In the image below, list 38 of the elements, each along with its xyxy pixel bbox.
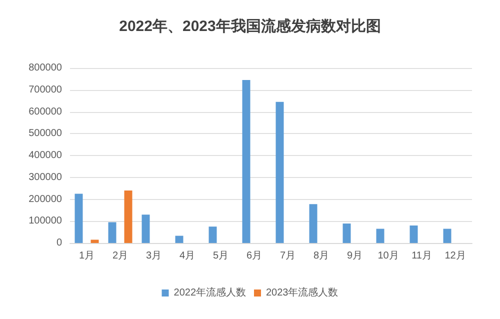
bar <box>342 224 351 243</box>
bar <box>410 226 418 243</box>
x-tick-label: 9月 <box>346 250 363 262</box>
bar <box>242 80 250 243</box>
bar <box>175 236 184 243</box>
y-tick-label: 400000 <box>28 150 62 161</box>
x-tick-label: 3月 <box>146 250 162 262</box>
y-tick-label: 300000 <box>28 172 62 183</box>
x-tick-label: 1月 <box>78 250 95 262</box>
bar <box>74 194 83 243</box>
y-tick-label: 800000 <box>28 62 62 74</box>
y-tick-label: 600000 <box>28 106 62 118</box>
x-tick-label: 10月 <box>378 250 399 262</box>
x-tick-label: 7月 <box>280 250 296 262</box>
x-tick-label: 2月 <box>112 250 128 262</box>
legend-label: 2023年流感人数 <box>266 286 338 298</box>
y-tick-label: 700000 <box>28 84 62 96</box>
x-tick-label: 6月 <box>246 250 262 262</box>
bar <box>90 240 99 243</box>
chart-title: 2022年、2023年我国流感发病数对比图 <box>119 17 381 35</box>
y-tick-label: 500000 <box>28 128 62 140</box>
y-tick-label: 200000 <box>28 194 62 205</box>
x-tick-label: 5月 <box>212 250 229 262</box>
x-tick-label: 8月 <box>313 250 330 262</box>
bar <box>376 228 384 243</box>
x-tick-label: 11月 <box>412 250 432 262</box>
bar <box>108 222 116 243</box>
legend-label: 2022年流感人数 <box>174 286 246 298</box>
bar <box>276 102 284 243</box>
y-tick-label: 100000 <box>28 216 62 227</box>
bar <box>208 226 217 243</box>
bar <box>124 190 132 243</box>
x-tick-label: 12月 <box>444 250 466 262</box>
x-tick-label: 4月 <box>179 250 196 262</box>
bar <box>443 228 452 243</box>
bar <box>309 204 318 243</box>
bar <box>142 214 150 243</box>
y-tick-label: 0 <box>56 238 62 248</box>
